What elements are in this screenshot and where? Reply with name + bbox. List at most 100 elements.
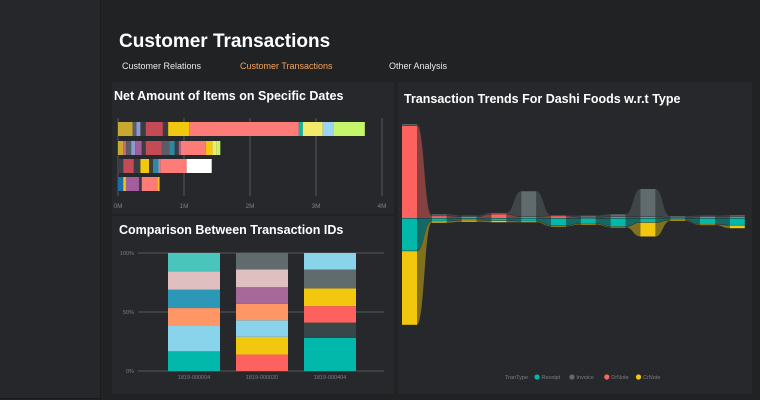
ribbon-band — [655, 188, 671, 218]
bar-segment — [123, 177, 126, 191]
column-segment — [304, 288, 356, 307]
ribbon-bar — [580, 223, 596, 225]
ribbon-bar — [551, 215, 566, 216]
bar-segment — [298, 122, 303, 136]
bar-segment — [158, 159, 161, 173]
ribbon-band — [446, 218, 462, 221]
ribbon-band — [536, 216, 551, 218]
ribbon-band — [417, 126, 432, 218]
legend-marker — [569, 374, 575, 380]
ribbon-band — [625, 217, 641, 218]
ribbon-band — [446, 220, 462, 223]
ribbon-band — [566, 223, 581, 227]
ribbon-bar — [521, 191, 537, 217]
column-segment — [168, 289, 220, 309]
bar-segment — [118, 159, 124, 173]
ribbon-bar — [729, 215, 745, 217]
ribbon-bar — [551, 225, 566, 227]
column-segment — [304, 322, 356, 338]
ribbon-band — [655, 220, 671, 237]
ribbon-bar — [700, 215, 715, 217]
ribbon-bar — [610, 214, 626, 217]
ribbon-band — [595, 218, 611, 227]
ribbon-band — [506, 191, 522, 217]
bar-segment — [133, 159, 141, 173]
ribbon-band — [715, 218, 730, 225]
sidebar — [0, 0, 101, 399]
bar-segment — [205, 141, 213, 155]
ribbon-band — [595, 214, 611, 218]
ribbon-bar — [402, 218, 417, 251]
ribbon-bar — [551, 216, 566, 218]
column-segment — [236, 303, 288, 321]
bar-segment — [169, 141, 175, 155]
legend-marker — [604, 374, 610, 380]
column-segment — [304, 253, 356, 270]
ribbon-band — [655, 217, 671, 218]
legend-marker — [534, 374, 540, 380]
bar-segment — [174, 141, 179, 155]
ribbon-band — [476, 214, 492, 218]
ribbon-band — [595, 223, 611, 228]
ribbon-bar — [640, 222, 656, 237]
category-label: 1819-000404 — [314, 375, 346, 381]
ribbon-band — [685, 220, 700, 225]
net-amount-chart: 0M 1M 2M 3M 4M — [113, 118, 387, 210]
column-segment — [304, 269, 356, 289]
bar-segment — [118, 122, 133, 136]
x-tick-label: 4M — [377, 203, 386, 210]
category-label: 1819-000020 — [246, 375, 278, 381]
bar-segment — [333, 122, 365, 136]
bar-segment — [322, 122, 334, 136]
bar-segment — [125, 177, 140, 191]
transaction-ids-title: Comparison Between Transaction IDs — [119, 223, 344, 237]
ribbon-bar — [670, 216, 686, 218]
ribbon-bar — [521, 218, 537, 221]
tab-customer-relations[interactable]: Customer Relations — [122, 61, 202, 71]
bar-segment — [161, 141, 170, 155]
ribbon-band — [446, 216, 462, 218]
y-tick-label: 50% — [123, 310, 134, 316]
tab-customer-transactions[interactable]: Customer Transactions — [240, 61, 333, 71]
ribbon-bar — [461, 215, 477, 217]
column-segment — [168, 308, 220, 326]
ribbon-band — [685, 218, 700, 225]
ribbon-bar — [700, 217, 715, 218]
x-tick-label: 3M — [311, 203, 320, 210]
bar-segment — [149, 159, 153, 173]
bar-segment — [162, 122, 169, 136]
transaction-ids-panel: Comparison Between Transaction IDs 0% 50%… — [112, 216, 394, 394]
column-segment — [168, 351, 220, 371]
column-segment — [236, 336, 288, 355]
ribbon-bar — [491, 214, 507, 218]
ribbon-bar — [580, 215, 596, 218]
ribbon-bar — [402, 251, 417, 325]
column-segment — [236, 287, 288, 304]
ribbon-bar — [461, 218, 477, 220]
bar-segment — [145, 141, 162, 155]
ribbon-bar — [551, 218, 566, 226]
bar-segment — [141, 177, 158, 191]
ribbon-band — [536, 218, 551, 226]
bar-segment — [189, 122, 299, 136]
ribbon-bar — [402, 126, 417, 218]
bar-segment — [131, 141, 136, 155]
column-segment — [304, 337, 356, 371]
ribbon-band — [715, 215, 730, 217]
ribbon-band — [566, 218, 581, 226]
ribbon-band — [625, 222, 641, 237]
ribbon-band — [685, 215, 700, 218]
tab-other-analysis[interactable]: Other Analysis — [389, 61, 448, 71]
ribbon-bar — [670, 218, 686, 220]
transaction-ids-chart: 0% 50% 100% 1819-000004 1819-000020 1819-0004… — [120, 251, 384, 381]
column-segment — [168, 325, 220, 352]
y-tick-label: 100% — [120, 251, 134, 257]
bar-segment — [145, 122, 163, 136]
ribbon-band — [625, 188, 641, 217]
bar-segment — [136, 122, 141, 136]
ribbon-bar — [640, 218, 656, 223]
ribbon-bar — [431, 218, 447, 221]
x-tick-label: 2M — [245, 203, 254, 210]
bar-segment — [125, 141, 132, 155]
bar-segment — [186, 159, 212, 173]
